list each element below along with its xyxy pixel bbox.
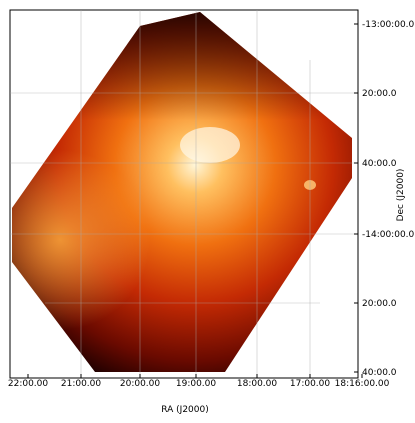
- y-tick-label: 20:00.0: [362, 89, 397, 99]
- y-tick-label: 40:00.0: [362, 159, 397, 169]
- x-tick-label: 22:00.00: [8, 379, 49, 389]
- x-tick-label: 20:00.00: [120, 379, 161, 389]
- y-tick-label: -13:00:00.0: [362, 20, 415, 30]
- x-tick-label: 17:00.00: [290, 379, 331, 389]
- x-tick-label: 19:00.00: [176, 379, 217, 389]
- y-tick-label: 40:00.0: [362, 368, 397, 378]
- x-tick-label: 18:16:00.00: [335, 379, 390, 389]
- x-tick-label: 18:00.00: [237, 379, 278, 389]
- dec-axis-label: Dec (J2000): [396, 169, 406, 222]
- ra-axis-label: RA (J2000): [161, 405, 209, 415]
- grid: [10, 10, 358, 378]
- y-tick-label: -14:00:00.0: [362, 230, 415, 240]
- y-tick-label: 20:00.0: [362, 299, 397, 309]
- x-tick-label: 21:00.00: [61, 379, 102, 389]
